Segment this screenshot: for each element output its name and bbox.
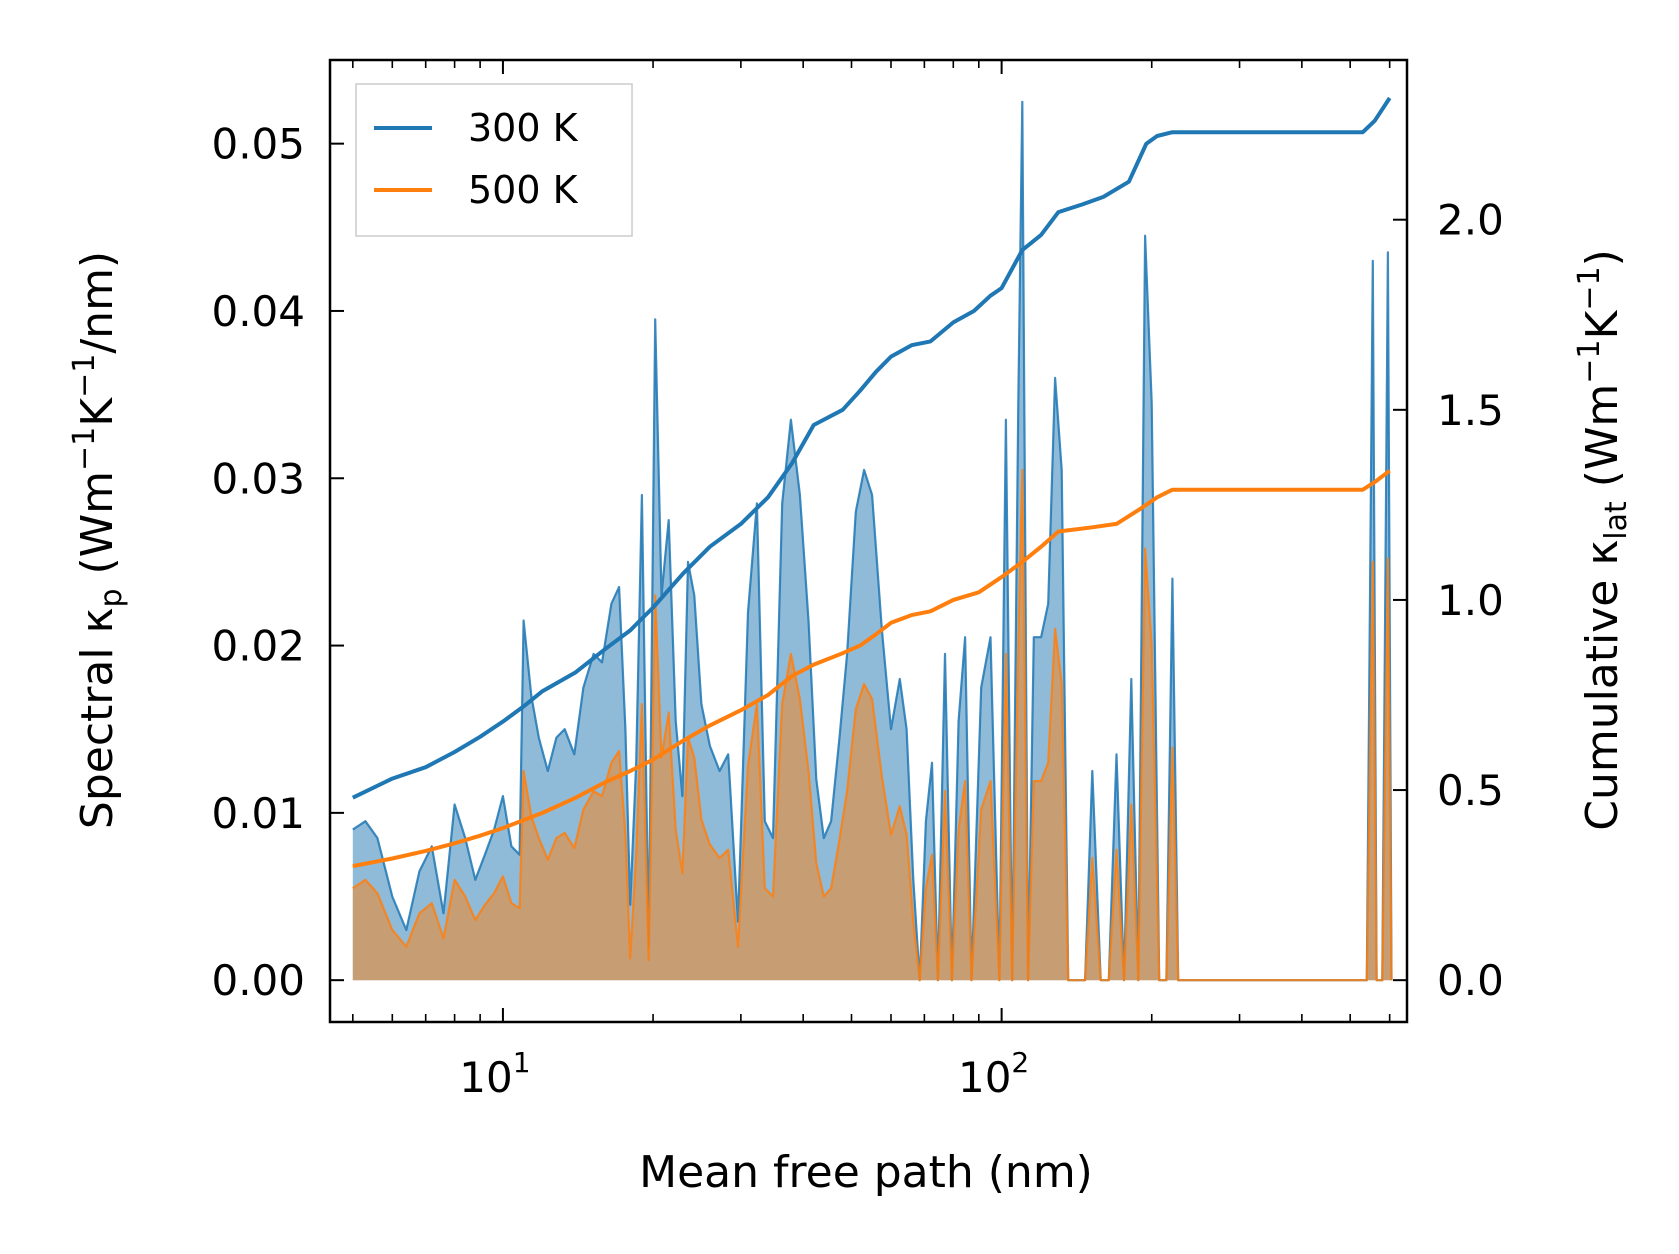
spectral-area-500k — [352, 469, 1392, 981]
legend-label-500k: 500 K — [468, 168, 579, 212]
left-y-label-main: Spectral κ — [72, 608, 123, 830]
plot-frame — [328, 58, 1409, 1024]
line-layer — [351, 96, 1392, 869]
left-y-tick-label: 0.01 — [211, 789, 305, 838]
right-y-tick-label: 2.0 — [1437, 196, 1504, 245]
right-y-tick-label: 1.5 — [1437, 386, 1504, 435]
left-y-label-sup-1: −1 — [67, 427, 102, 471]
right-y-label-sup-2: −1 — [1572, 266, 1607, 310]
legend-frame — [355, 83, 633, 237]
axes-layer: 0.00 0.01 0.02 0.03 0.04 0.05 0.0 0.5 1.0 1.5 2.0 1… — [211, 58, 1504, 1102]
left-y-axis-title: Spectral κp (Wm−1K−1/nm) — [67, 251, 129, 829]
left-y-label-unit-mid: K — [72, 397, 123, 427]
spectral-line-300k — [352, 100, 1393, 982]
right-y-tick-label: 0.0 — [1437, 956, 1504, 1005]
spectral-line-500k — [352, 468, 1393, 982]
right-y-tick-label: 1.0 — [1437, 576, 1504, 625]
spectral-fill-layer — [352, 100, 1393, 982]
x-axis-label: Mean free path (nm) — [639, 1147, 1093, 1198]
cumulative-line-300k — [351, 96, 1392, 800]
right-y-label-unit-post: ) — [1577, 249, 1628, 266]
right-y-label-sup-1: −1 — [1572, 339, 1607, 383]
left-y-tick-label: 0.03 — [211, 454, 305, 503]
x-axis-title: Mean free path (nm) — [639, 1147, 1093, 1198]
left-y-label-unit-pre: (Wm — [72, 471, 123, 589]
right-y-tick-label: 0.5 — [1437, 766, 1504, 815]
right-y-label-main: Cumulative κ — [1577, 540, 1628, 831]
left-y-label-unit-post: /nm) — [72, 251, 123, 354]
legend: 300 K 500 K — [355, 83, 633, 237]
legend-label-300k: 300 K — [468, 106, 579, 150]
left-y-label-subscript: p — [94, 588, 129, 607]
right-y-axis-title: Cumulative κlat (Wm−1K−1) — [1572, 249, 1634, 831]
left-y-label-sup-2: −1 — [67, 354, 102, 398]
cumulative-line-500k — [352, 469, 1391, 869]
right-y-label-unit-mid: K — [1577, 309, 1628, 339]
right-y-label-subscript: lat — [1599, 501, 1634, 540]
left-y-tick-label: 0.04 — [211, 287, 305, 336]
right-y-label-unit-pre: (Wm — [1577, 384, 1628, 502]
left-y-tick-label: 0.02 — [211, 622, 305, 671]
left-y-tick-label: 0.00 — [211, 956, 305, 1005]
x-tick-label: 101 — [459, 1046, 530, 1102]
left-y-tick-label: 0.05 — [211, 120, 305, 169]
x-tick-label: 102 — [958, 1046, 1029, 1102]
